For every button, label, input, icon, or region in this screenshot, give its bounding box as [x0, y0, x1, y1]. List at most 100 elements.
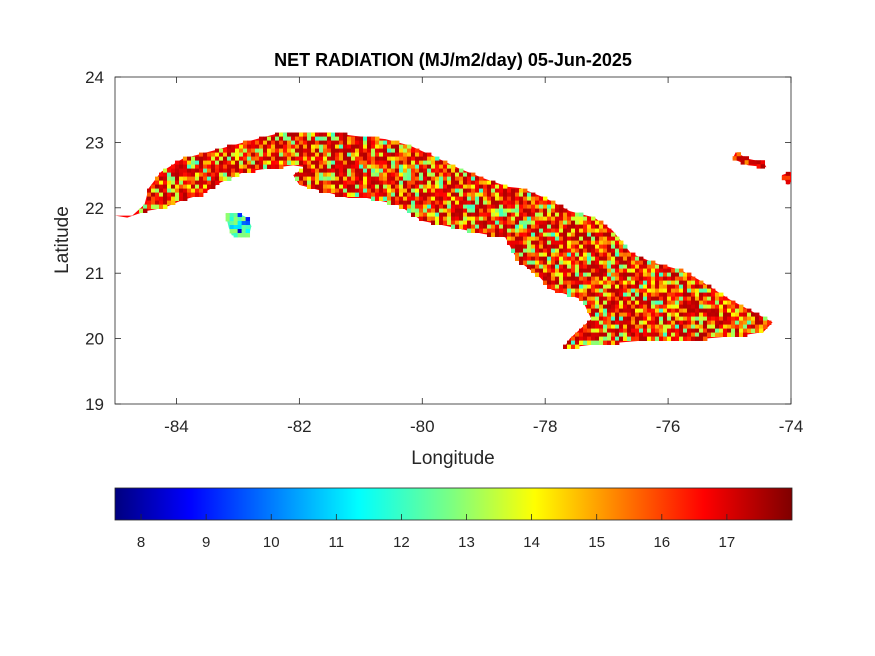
map-cell — [467, 172, 472, 177]
map-cell — [663, 276, 668, 281]
map-cell — [599, 336, 604, 341]
map-cell — [339, 180, 344, 185]
map-cell — [371, 160, 376, 165]
map-cell — [695, 324, 700, 329]
map-cell — [719, 308, 724, 313]
map-cell — [471, 216, 476, 221]
map-cell — [359, 160, 364, 165]
map-cell — [511, 236, 516, 241]
map-cell — [207, 168, 212, 173]
map-cell — [147, 196, 152, 201]
map-cell — [715, 308, 720, 313]
map-cell — [423, 176, 428, 181]
map-cell — [559, 276, 564, 281]
map-cell — [379, 172, 384, 177]
map-cell — [467, 220, 472, 225]
map-cell — [447, 200, 452, 205]
map-cell — [523, 196, 528, 201]
map-cell — [647, 308, 652, 313]
map-cell — [619, 256, 624, 261]
map-cell — [231, 160, 236, 165]
map-cell — [319, 176, 324, 181]
map-cell — [435, 204, 440, 209]
map-cell — [583, 256, 588, 261]
map-cell — [603, 276, 608, 281]
map-cell — [403, 200, 408, 205]
map-cell — [355, 156, 360, 161]
map-cell — [663, 316, 668, 321]
map-cell — [759, 316, 764, 321]
map-cell — [343, 192, 348, 197]
map-cell — [263, 156, 268, 161]
map-cell — [543, 224, 548, 229]
map-cell — [519, 248, 524, 253]
map-cell — [667, 316, 672, 321]
map-cell — [599, 252, 604, 257]
map-cell — [167, 168, 172, 173]
map-cell — [515, 208, 520, 213]
map-cell — [563, 212, 568, 217]
map-cell — [555, 236, 560, 241]
map-cell — [539, 212, 544, 217]
map-cell — [751, 320, 756, 325]
map-cell — [371, 156, 376, 161]
map-cell — [587, 224, 592, 229]
map-cell — [599, 236, 604, 241]
map-cell — [559, 252, 564, 257]
map-cell — [603, 332, 608, 337]
map-cell — [375, 172, 380, 177]
map-cell — [699, 308, 704, 313]
map-cell — [351, 192, 356, 197]
map-cell — [587, 308, 592, 313]
map-cell — [327, 156, 332, 161]
map-cell — [299, 156, 304, 161]
map-cell — [707, 328, 712, 333]
map-cell — [623, 244, 628, 249]
map-cell — [507, 188, 512, 193]
map-cell — [551, 252, 556, 257]
map-cell — [315, 152, 320, 157]
map-cell — [679, 280, 684, 285]
map-cell — [563, 256, 568, 261]
map-cell — [695, 280, 700, 285]
map-cell — [263, 160, 268, 165]
map-cell — [703, 324, 708, 329]
map-cell — [623, 272, 628, 277]
map-cell — [527, 212, 532, 217]
map-cell — [643, 284, 648, 289]
map-cell — [199, 172, 204, 177]
map-cell — [327, 132, 332, 137]
map-cell — [275, 144, 280, 149]
map-cell — [463, 184, 468, 189]
map-cell — [623, 324, 628, 329]
map-cell — [595, 292, 600, 297]
map-cell — [515, 212, 520, 217]
map-cell — [343, 132, 348, 137]
map-cell — [703, 336, 708, 341]
map-cell — [703, 316, 708, 321]
map-cell — [447, 208, 452, 213]
map-cell — [151, 192, 156, 197]
y-tick-label: 20 — [85, 330, 104, 349]
map-cell — [571, 276, 576, 281]
map-cell — [187, 184, 192, 189]
map-cell — [395, 148, 400, 153]
map-cell — [599, 240, 604, 245]
map-cell — [607, 232, 612, 237]
map-cell — [631, 296, 636, 301]
map-cell — [307, 164, 312, 169]
map-cell — [615, 236, 620, 241]
map-cell — [575, 288, 580, 293]
map-cell — [623, 276, 628, 281]
map-cell — [675, 324, 680, 329]
map-cell — [427, 196, 432, 201]
map-cell — [435, 208, 440, 213]
x-axis-label: Longitude — [411, 448, 494, 469]
map-cell — [611, 328, 616, 333]
map-cell — [363, 164, 368, 169]
map-cell — [447, 204, 452, 209]
map-cell — [551, 284, 556, 289]
map-cell — [427, 176, 432, 181]
map-cell — [683, 332, 688, 337]
map-cell — [591, 276, 596, 281]
